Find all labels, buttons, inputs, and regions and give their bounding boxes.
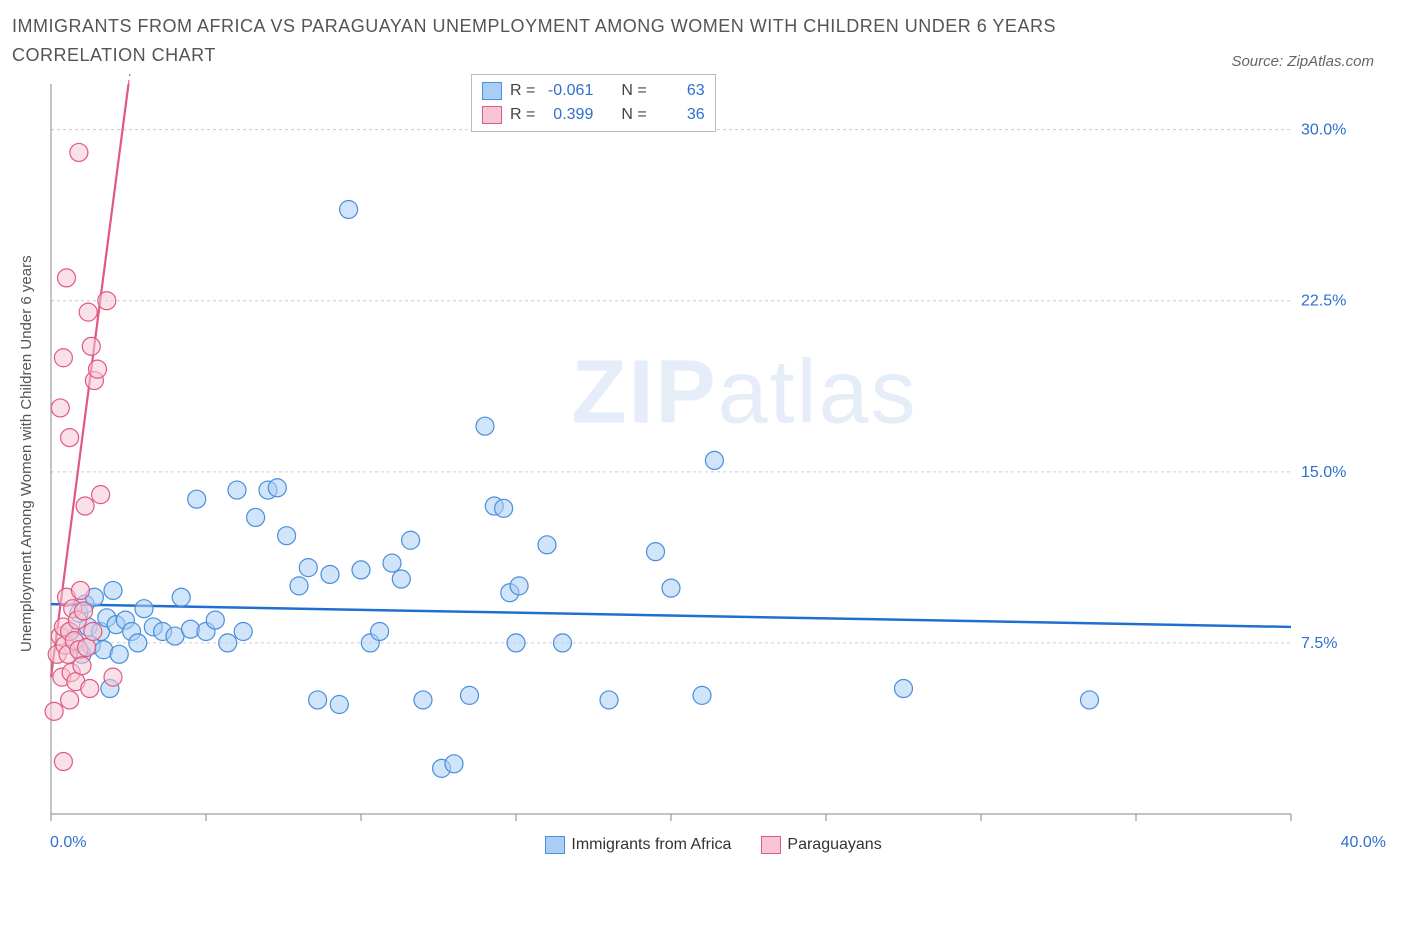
marker-africa	[234, 622, 252, 640]
marker-africa	[461, 686, 479, 704]
source-attribution: Source: ZipAtlas.com	[1231, 53, 1394, 70]
marker-africa	[278, 526, 296, 544]
marker-africa	[299, 558, 317, 576]
marker-paraguay	[71, 581, 89, 599]
marker-africa	[110, 645, 128, 663]
series-legend: Immigrants from Africa Paraguayans	[545, 836, 881, 854]
x-range-row: 0.0% Immigrants from Africa Paraguayans 4…	[46, 834, 1394, 854]
chart-area: Unemployment Among Women with Children U…	[12, 74, 1394, 834]
scatter-plot: 7.5% 15.0% 22.5% 30.0%	[41, 74, 1351, 834]
x-min-label: 0.0%	[50, 834, 86, 854]
legend-label: Immigrants from Africa	[571, 836, 731, 853]
marker-africa	[662, 579, 680, 597]
marker-africa	[247, 508, 265, 526]
marker-africa	[383, 554, 401, 572]
r-label: R =	[510, 103, 535, 127]
marker-paraguay	[89, 360, 107, 378]
marker-africa	[129, 634, 147, 652]
marker-africa	[647, 542, 665, 560]
marker-africa	[538, 535, 556, 553]
trend-line-ext-paraguay	[129, 74, 182, 84]
marker-africa	[321, 565, 339, 583]
x-max-label: 40.0%	[1341, 834, 1386, 854]
marker-africa	[206, 611, 224, 629]
marker-paraguay	[78, 638, 96, 656]
marker-paraguay	[76, 497, 94, 515]
marker-africa	[476, 417, 494, 435]
legend-swatch	[482, 82, 502, 100]
marker-africa	[330, 695, 348, 713]
header-row: IMMIGRANTS FROM AFRICA VS PARAGUAYAN UNE…	[12, 12, 1394, 70]
series-legend-item: Paraguayans	[761, 836, 881, 854]
stat-legend-row-africa: R = -0.061 N = 63	[482, 79, 705, 103]
n-label: N =	[621, 79, 646, 103]
marker-paraguay	[92, 485, 110, 503]
y-tick-label: 7.5%	[1301, 635, 1337, 652]
marker-paraguay	[75, 602, 93, 620]
marker-paraguay	[73, 656, 91, 674]
series-legend-item: Immigrants from Africa	[545, 836, 731, 854]
trend-line-africa	[51, 604, 1291, 627]
marker-africa	[495, 499, 513, 517]
marker-paraguay	[104, 668, 122, 686]
marker-africa	[600, 691, 618, 709]
marker-africa	[340, 200, 358, 218]
n-value: 63	[655, 79, 705, 103]
marker-africa	[693, 686, 711, 704]
marker-africa	[104, 581, 122, 599]
plot-container: 7.5%15.0%22.5%30.0% ZIPatlas R =-0.061N …	[41, 74, 1394, 834]
marker-paraguay	[61, 428, 79, 446]
legend-swatch	[482, 106, 502, 124]
legend-swatch	[545, 836, 565, 854]
marker-africa	[414, 691, 432, 709]
marker-africa	[510, 576, 528, 594]
marker-africa	[507, 634, 525, 652]
chart-title: IMMIGRANTS FROM AFRICA VS PARAGUAYAN UNE…	[12, 12, 1112, 70]
marker-africa	[445, 754, 463, 772]
n-label: N =	[621, 103, 646, 127]
marker-paraguay	[51, 399, 69, 417]
marker-paraguay	[54, 348, 72, 366]
marker-paraguay	[58, 269, 76, 287]
marker-paraguay	[45, 702, 63, 720]
stat-legend-row-paraguay: R = 0.399 N = 36	[482, 103, 705, 127]
marker-africa	[228, 481, 246, 499]
marker-paraguay	[98, 291, 116, 309]
marker-paraguay	[84, 622, 102, 640]
y-tick-label: 22.5%	[1301, 292, 1346, 309]
marker-africa	[135, 599, 153, 617]
marker-paraguay	[82, 337, 100, 355]
n-value: 36	[655, 103, 705, 127]
marker-africa	[268, 478, 286, 496]
r-value: 0.399	[543, 103, 593, 127]
marker-africa	[290, 576, 308, 594]
marker-africa	[352, 561, 370, 579]
marker-paraguay	[61, 691, 79, 709]
marker-africa	[392, 570, 410, 588]
y-tick-label: 15.0%	[1301, 463, 1346, 480]
marker-africa	[895, 679, 913, 697]
marker-africa	[402, 531, 420, 549]
legend-label: Paraguayans	[787, 836, 881, 853]
r-label: R =	[510, 79, 535, 103]
marker-africa	[172, 588, 190, 606]
marker-africa	[554, 634, 572, 652]
legend-swatch	[761, 836, 781, 854]
marker-africa	[219, 634, 237, 652]
marker-africa	[705, 451, 723, 469]
marker-africa	[309, 691, 327, 709]
stats-legend: R = -0.061 N = 63 R = 0.399 N = 36	[471, 74, 716, 132]
marker-africa	[1081, 691, 1099, 709]
marker-paraguay	[70, 143, 88, 161]
r-value: -0.061	[543, 79, 593, 103]
marker-paraguay	[54, 752, 72, 770]
marker-africa	[188, 490, 206, 508]
y-axis-label: Unemployment Among Women with Children U…	[12, 74, 41, 834]
y-tick-label: 30.0%	[1301, 121, 1346, 138]
marker-paraguay	[81, 679, 99, 697]
marker-paraguay	[79, 303, 97, 321]
marker-africa	[371, 622, 389, 640]
